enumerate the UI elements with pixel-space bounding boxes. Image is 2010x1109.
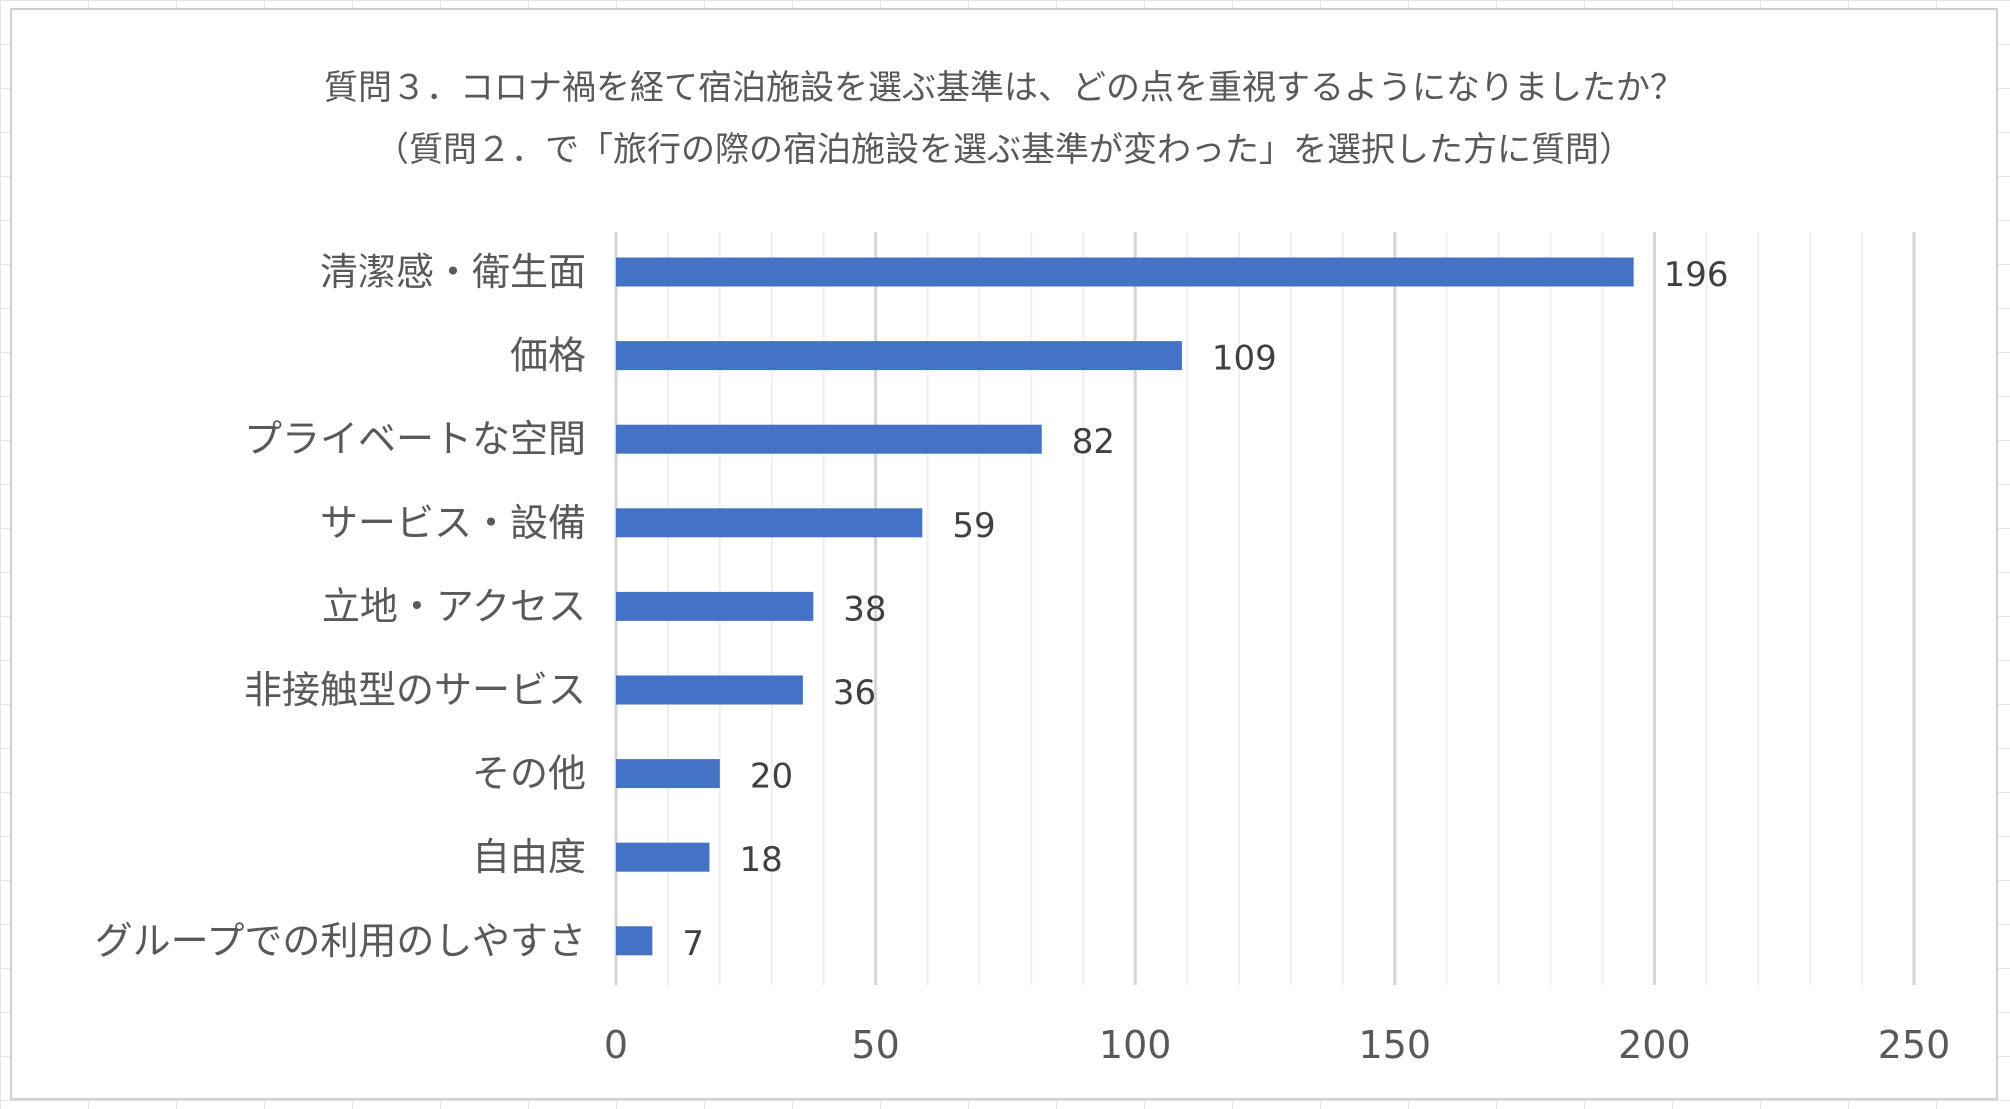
bar — [616, 257, 1634, 287]
x-tick-label: 0 — [604, 1023, 628, 1067]
x-tick-label: 200 — [1618, 1023, 1691, 1067]
bar — [616, 341, 1182, 371]
category-label: 立地・アクセス — [322, 584, 586, 628]
bar — [616, 508, 923, 538]
data-label: 18 — [739, 840, 782, 880]
bar — [616, 591, 814, 621]
chart-subtitle: （質問２．で「旅行の際の宿泊施設を選ぶ基準が変わった」を選択した方に質問） — [375, 130, 1633, 170]
bar — [616, 926, 653, 956]
bars — [616, 257, 1634, 956]
category-label: 価格 — [510, 334, 586, 378]
data-label: 59 — [952, 506, 995, 546]
data-label: 20 — [750, 757, 793, 797]
data-label: 7 — [682, 924, 704, 964]
x-tick-label: 50 — [851, 1023, 899, 1067]
bar — [616, 759, 720, 789]
bar — [616, 842, 710, 872]
bar-chart-plot: 0 50 100 150 200 250 清潔感・衛生面 196 価格 109 プライベートな空間 8… — [95, 232, 1951, 1067]
bar — [616, 675, 803, 705]
x-tick-label: 250 — [1878, 1023, 1951, 1067]
data-label: 196 — [1664, 255, 1729, 295]
category-label: その他 — [472, 752, 586, 796]
category-label: 非接触型のサービス — [244, 668, 586, 712]
category-label: サービス・設備 — [320, 501, 586, 545]
chart-title: 質問３．コロナ禍を経て宿泊施設を選ぶ基準は、どの点を重視するようになりましたか？ — [324, 68, 1684, 108]
data-label: 36 — [833, 673, 876, 713]
category-label: 清潔感・衛生面 — [320, 250, 586, 294]
bar — [616, 424, 1042, 454]
category-label: プライベートな空間 — [244, 417, 586, 461]
data-label: 82 — [1072, 422, 1115, 462]
x-tick-label: 150 — [1359, 1023, 1432, 1067]
data-label: 109 — [1212, 339, 1277, 379]
category-label: 自由度 — [472, 835, 586, 879]
chart-area[interactable]: 質問３．コロナ禍を経て宿泊施設を選ぶ基準は、どの点を重視するようになりましたか？… — [10, 8, 1998, 1100]
labels: 0 50 100 150 200 250 清潔感・衛生面 196 価格 109 プライベートな空間 8… — [95, 250, 1951, 1067]
category-label: グループでの利用のしやすさ — [95, 919, 586, 963]
data-label: 38 — [843, 589, 886, 629]
x-tick-label: 100 — [1099, 1023, 1172, 1067]
